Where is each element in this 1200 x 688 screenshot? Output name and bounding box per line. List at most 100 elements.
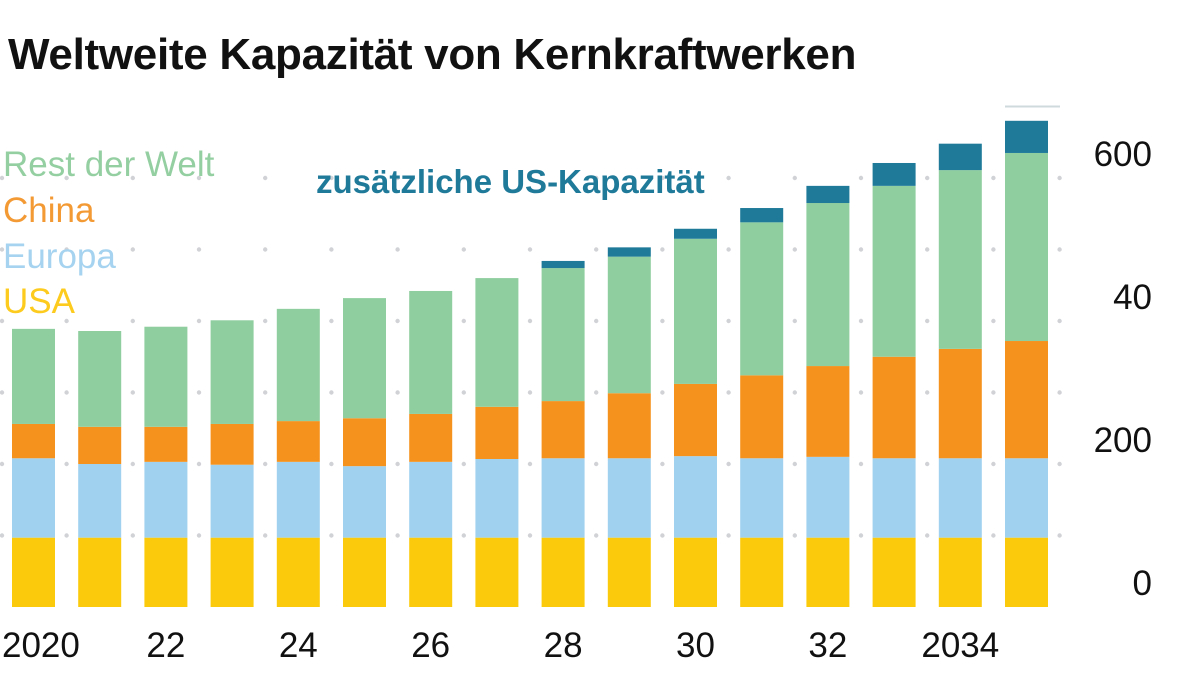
- grid-dot: [726, 390, 731, 395]
- grid-dot: [925, 247, 930, 252]
- bar-2024-series-3: [276, 308, 320, 422]
- bar-2025-series-2: [343, 418, 386, 467]
- grid-dot: [0, 461, 5, 467]
- grid-dot: [263, 533, 268, 538]
- grid-dot: [991, 247, 996, 252]
- grid-dot: [196, 318, 202, 324]
- grid-dot: [329, 318, 334, 324]
- bar-2023-series-3: [210, 320, 254, 424]
- grid-dot: [130, 461, 135, 467]
- grid-dot: [130, 390, 135, 395]
- bar-2035-series-4: [1005, 120, 1048, 153]
- grid-dot: [329, 175, 334, 181]
- grid-dot: [329, 390, 334, 395]
- grid-dot: [792, 247, 797, 252]
- grid-dot: [792, 390, 797, 395]
- bar-2021-series-1: [78, 464, 122, 538]
- bar-2031-series-0: [740, 537, 784, 607]
- grid-dot: [527, 318, 533, 324]
- grid-dot: [594, 461, 599, 467]
- bar-2030-series-2: [674, 383, 717, 457]
- grid-dot: [858, 390, 864, 395]
- grid-dot: [660, 318, 665, 324]
- grid-dot: [1057, 175, 1062, 181]
- y-tick-label: 0: [1133, 564, 1152, 603]
- grid-dot: [1057, 390, 1062, 395]
- grid-dot: [726, 175, 731, 181]
- bar-2020-series-3: [12, 328, 55, 424]
- grid-dot: [1057, 461, 1062, 467]
- grid-dot: [925, 175, 930, 181]
- grid-dot: [263, 247, 268, 252]
- bar-2035-series-1: [1005, 458, 1048, 538]
- grid-dot: [991, 175, 996, 181]
- grid-dot: [594, 533, 599, 538]
- grid-dot: [991, 318, 996, 324]
- grid-dot: [395, 390, 400, 395]
- bar-2030-series-3: [674, 238, 717, 384]
- bar-2022-series-3: [144, 326, 188, 427]
- grid-dot: [726, 461, 731, 467]
- grid-dot: [594, 247, 599, 252]
- grid-dot: [461, 390, 466, 395]
- bar-2022-series-1: [144, 461, 188, 538]
- grid-dot: [660, 461, 665, 467]
- grid-dot: [64, 533, 69, 538]
- grid-dot: [858, 461, 864, 467]
- grid-dot: [0, 390, 5, 395]
- grid-dot: [395, 461, 400, 467]
- bar-2029-series-3: [607, 256, 651, 394]
- bar-2023-series-0: [210, 537, 254, 607]
- grid-dot: [858, 318, 864, 324]
- grid-dot: [329, 461, 334, 467]
- grid-dot: [991, 533, 996, 538]
- bar-2031-series-2: [740, 375, 784, 459]
- grid-dot: [660, 247, 665, 252]
- grid-dot: [527, 390, 533, 395]
- bar-2031-series-1: [740, 458, 784, 538]
- bar-2024-series-2: [276, 421, 320, 462]
- grid-dot: [527, 247, 533, 252]
- x-tick-label: 24: [279, 626, 318, 665]
- grid-dot: [726, 533, 731, 538]
- grid-dot: [130, 247, 135, 252]
- x-tick-label: 28: [544, 626, 583, 665]
- grid-dot: [64, 318, 69, 324]
- grid-dot: [0, 533, 5, 538]
- x-tick-label: 32: [808, 626, 847, 665]
- bar-2030-series-0: [674, 537, 717, 607]
- grid-dot: [1057, 533, 1062, 538]
- bar-2020-series-2: [12, 423, 55, 459]
- bar-2033-series-4: [872, 162, 916, 186]
- grid-dot: [64, 247, 69, 252]
- grid-dot: [196, 390, 202, 395]
- bar-2034-series-1: [938, 458, 982, 538]
- grid-dot: [64, 390, 69, 395]
- bar-2025-series-1: [343, 466, 386, 538]
- bar-2034-series-2: [938, 348, 982, 459]
- grid-dot: [594, 175, 599, 181]
- grid-dot: [527, 175, 533, 181]
- bar-2033-series-1: [872, 458, 916, 538]
- grid-dot: [792, 318, 797, 324]
- bar-2029-series-4: [607, 247, 651, 257]
- bar-2025-series-3: [343, 298, 386, 419]
- grid-dot: [0, 175, 5, 181]
- grid-dot: [461, 533, 466, 538]
- grid-dot: [1057, 247, 1062, 252]
- grid-dot: [263, 175, 268, 181]
- legend-entry: Europa: [3, 237, 116, 276]
- bar-2035-series-0: [1005, 537, 1048, 607]
- grid-dot: [263, 318, 268, 324]
- bar-2024-series-0: [276, 537, 320, 607]
- grid-dot: [263, 461, 268, 467]
- bar-2035-series-3: [1005, 152, 1048, 342]
- bar-2020-series-1: [12, 458, 55, 538]
- grid-dot: [858, 175, 864, 181]
- grid-dot: [1057, 318, 1062, 324]
- grid-dot: [925, 461, 930, 467]
- bar-2031-series-4: [740, 208, 784, 223]
- grid-dot: [263, 390, 268, 395]
- grid-dot: [196, 533, 202, 538]
